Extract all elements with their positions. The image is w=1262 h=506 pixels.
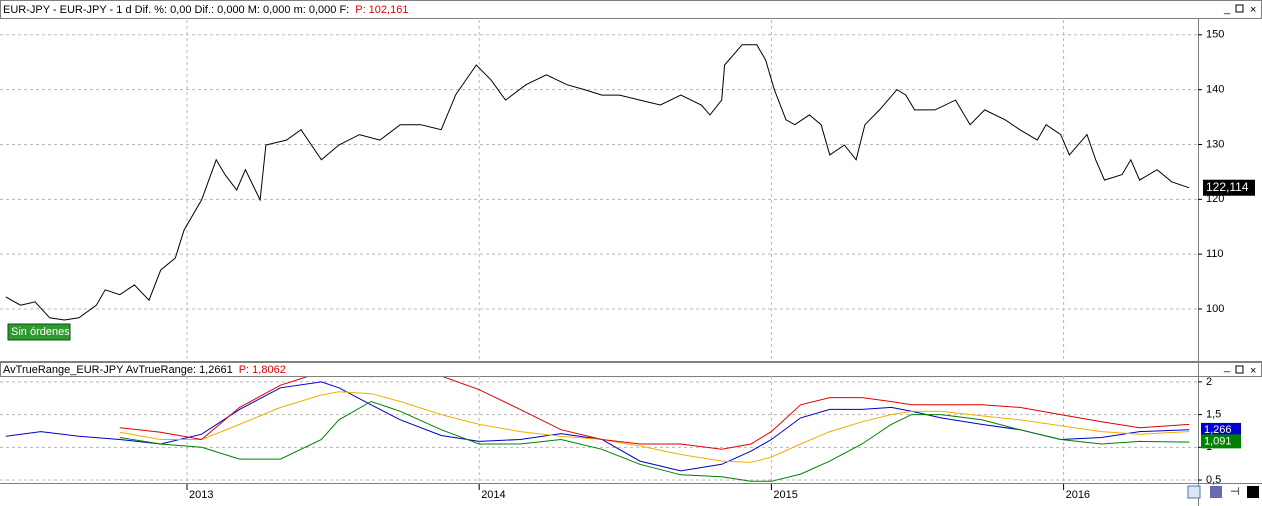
last-value-label: 1,091 [1204,435,1232,447]
order-badge [7,323,71,341]
series-line [119,391,1190,463]
color-icon[interactable] [1247,486,1259,498]
close-button[interactable]: × [1250,365,1256,377]
indicator-header: AvTrueRange_EUR-JPY AvTrueRange: 1,2661 [3,364,233,376]
last-price-box [1203,179,1255,196]
last-value-label: 1,266 [1204,424,1232,436]
y-tick-label: 130 [1206,138,1224,150]
order-badge-text: Sin órdenes [11,326,70,338]
last-value-box [1201,434,1241,449]
minimize-button[interactable]: _ [1223,3,1231,15]
close-button[interactable]: × [1250,4,1256,16]
header-price: P: 1,8062 [239,364,286,376]
last-value-box [1201,422,1241,437]
window-buttons[interactable]: _ × _ × [1223,3,1256,377]
x-tick-label: 2014 [481,489,505,501]
series-line [5,44,1190,321]
x-tick-label: 2016 [1066,489,1090,501]
y-tick-label: 120 [1206,193,1224,205]
y-tick-label: 2 [1206,376,1212,388]
minimize-button[interactable]: _ [1223,361,1231,373]
toolbar-icons[interactable]: ⊣ [1187,485,1259,499]
plot [5,377,1190,482]
series-line [119,400,1190,482]
y-tick-label: 150 [1206,29,1224,41]
header-price: P: 102,161 [355,4,408,16]
y-tick-label: 110 [1206,248,1224,260]
maximize-button[interactable] [1235,365,1244,374]
x-tick-label: 2013 [189,489,213,501]
chart-header: EUR-JPY - EUR-JPY - 1 d Dif. %: 0,00 Dif… [3,4,349,16]
y-tick-label: 1,5 [1206,409,1221,421]
series-line [5,381,1190,472]
maximize-button[interactable] [1235,4,1244,13]
x-tick-label: 2015 [773,489,797,501]
save-icon[interactable] [1210,486,1222,498]
y-tick-label: 0,5 [1206,474,1221,486]
pin-icon[interactable]: ⊣ [1230,486,1240,498]
plot [5,44,1190,321]
last-price-label: 122,114 [1206,180,1249,194]
y-tick-label: 100 [1206,303,1224,315]
y-tick-label: 140 [1206,84,1224,96]
series-line [119,377,1190,450]
tool-icon[interactable] [1187,485,1201,499]
